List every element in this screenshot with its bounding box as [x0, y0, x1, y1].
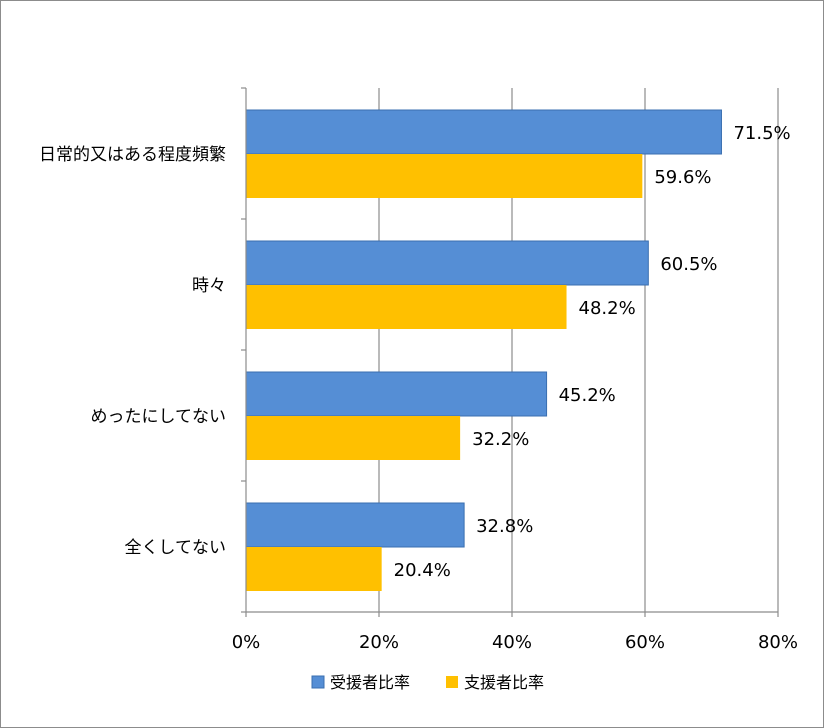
bar-recipient-0: [245, 109, 722, 155]
data-label: 59.6%: [654, 167, 711, 188]
category-label: 時々: [192, 276, 226, 296]
data-label: 20.4%: [394, 560, 451, 581]
bar-recipient-2: [245, 371, 548, 417]
axes: [241, 87, 779, 617]
x-tick-label: 0%: [232, 632, 261, 653]
x-tick-label: 60%: [625, 632, 665, 653]
x-tick-label: 40%: [492, 632, 532, 653]
legend-label: 支援者比率: [464, 673, 544, 692]
category-label: 全くしてない: [125, 538, 227, 558]
bar-supporter-1: [246, 285, 567, 329]
legend-label: 受援者比率: [330, 673, 410, 692]
bar-recipient-3: [245, 502, 465, 548]
data-label: 32.8%: [476, 516, 533, 537]
category-label: めったにしてない: [91, 407, 227, 427]
data-label: 45.2%: [559, 385, 616, 406]
bar-supporter-0: [246, 154, 643, 198]
legend-swatch: [311, 675, 325, 689]
bars: [245, 109, 722, 591]
legend-swatch: [446, 676, 458, 688]
data-label: 32.2%: [472, 429, 529, 450]
data-label: 71.5%: [733, 123, 790, 144]
legend: 受援者比率 支援者比率: [311, 673, 544, 692]
category-label: 日常的又はある程度頻繁: [39, 145, 226, 165]
bar-supporter-3: [246, 547, 382, 591]
bar-supporter-2: [246, 416, 461, 460]
bar-recipient-1: [245, 240, 649, 286]
x-tick-label: 20%: [359, 632, 399, 653]
x-tick-label: 80%: [758, 632, 798, 653]
data-label: 48.2%: [579, 298, 636, 319]
data-label: 60.5%: [660, 254, 717, 275]
labels: 0% 20% 40% 60% 80% 71.5% 59.6% 日常的又はある程度頻繁 60.5%…: [39, 123, 798, 653]
